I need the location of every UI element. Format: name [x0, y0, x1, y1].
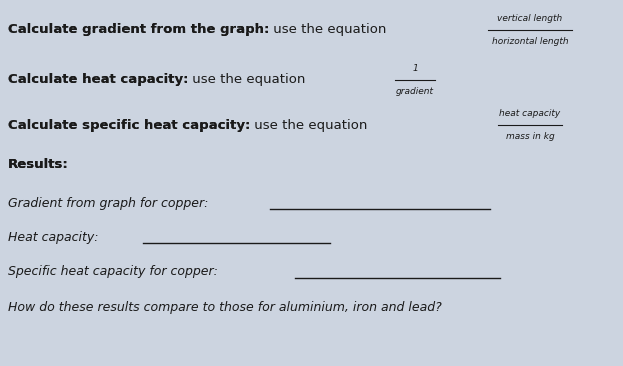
Text: use the equation: use the equation [269, 23, 387, 37]
Text: Calculate heat capacity:: Calculate heat capacity: [8, 74, 189, 86]
Text: How do these results compare to those for aluminium, iron and lead?: How do these results compare to those fo… [8, 300, 442, 314]
Text: horizontal length: horizontal length [492, 37, 568, 46]
Text: use the equation: use the equation [250, 119, 368, 131]
Text: Heat capacity:: Heat capacity: [8, 231, 98, 243]
Text: mass in kg: mass in kg [506, 132, 554, 141]
Text: Gradient from graph for copper:: Gradient from graph for copper: [8, 197, 208, 209]
Text: Calculate specific heat capacity: use the equation: Calculate specific heat capacity: use th… [8, 119, 341, 131]
Text: gradient: gradient [396, 87, 434, 96]
Text: Calculate gradient from the graph:: Calculate gradient from the graph: [8, 23, 269, 37]
Text: vertical length: vertical length [497, 14, 563, 23]
Text: Calculate gradient from the graph: use the equation: Calculate gradient from the graph: use t… [8, 23, 358, 37]
Text: Calculate gradient from the graph:: Calculate gradient from the graph: [8, 23, 269, 37]
Text: Calculate specific heat capacity:: Calculate specific heat capacity: [8, 119, 250, 131]
Text: Results:: Results: [8, 158, 69, 172]
Text: Results:: Results: [8, 158, 69, 172]
Text: use the equation: use the equation [189, 74, 306, 86]
Text: Calculate specific heat capacity:: Calculate specific heat capacity: [8, 119, 250, 131]
Text: Calculate heat capacity:: Calculate heat capacity: [8, 74, 189, 86]
Text: heat capacity: heat capacity [500, 109, 561, 118]
Text: Specific heat capacity for copper:: Specific heat capacity for copper: [8, 265, 218, 279]
Text: 1: 1 [412, 64, 418, 73]
Text: Calculate heat capacity: use the equation: Calculate heat capacity: use the equatio… [8, 74, 286, 86]
